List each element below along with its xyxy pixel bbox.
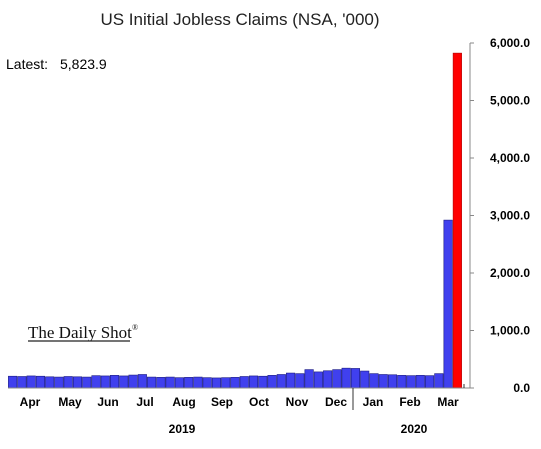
watermark-mark: ®: [132, 323, 138, 332]
month-label: Feb: [399, 395, 420, 409]
bar-3: [35, 375, 45, 389]
y-tick-label: 0.0: [513, 381, 530, 395]
bar-26: [248, 375, 259, 389]
latest-label: Latest:: [6, 56, 48, 72]
watermark: The Daily Shot: [28, 323, 132, 342]
bar-34: [323, 370, 333, 389]
month-label: Sep: [211, 395, 233, 409]
bar-41: [387, 374, 398, 389]
latest-value: 5,823.9: [60, 56, 107, 72]
bar-4: [45, 376, 55, 389]
bar-23: [221, 377, 231, 389]
bar-6: [63, 376, 73, 389]
bar-27: [258, 375, 268, 389]
bars: [8, 52, 462, 389]
bar-14: [137, 374, 147, 389]
bar-16: [156, 377, 166, 389]
bar-45: [425, 375, 435, 389]
bar-18: [174, 377, 184, 389]
bar-22: [211, 377, 222, 389]
y-tick-label: 1,000.0: [490, 324, 530, 338]
bar-25: [239, 376, 249, 389]
bar-20: [193, 376, 203, 389]
y-tick-label: 6,000.0: [490, 36, 530, 50]
bar-36: [341, 367, 351, 389]
bar-11: [109, 375, 120, 389]
bar-28: [267, 375, 277, 389]
bar-13: [128, 374, 138, 389]
y-tick-label: 2,000.0: [490, 266, 530, 280]
month-label: Mar: [437, 395, 459, 409]
month-label: Oct: [249, 395, 269, 409]
bar-10: [100, 375, 110, 389]
bar-15: [147, 376, 157, 389]
bar-37: [350, 368, 361, 389]
bar-33: [313, 371, 323, 389]
year-labels: 2019 2020: [169, 422, 428, 436]
bar-7: [72, 376, 83, 389]
bar-19: [184, 377, 194, 389]
bar-29: [276, 374, 286, 389]
bar-2: [26, 375, 36, 389]
bar-0: [8, 375, 18, 389]
bar-42: [397, 375, 407, 389]
month-label: Dec: [325, 395, 347, 409]
bar-24: [230, 377, 240, 389]
bar-38: [360, 370, 370, 389]
y-tick-label: 5,000.0: [490, 94, 530, 108]
month-label: Jul: [136, 395, 153, 409]
month-labels: Apr May Jun Jul Aug Sep Oct Nov Dec Jan Feb Mar: [20, 395, 459, 409]
bar-44: [415, 375, 425, 389]
y-ticks: 0.0 1,000.0 2,000.0 3,000.0 4,000.0 5,000.0 6,…: [470, 36, 530, 395]
month-label: May: [58, 395, 82, 409]
bar-31: [295, 373, 305, 389]
bar-8: [82, 376, 92, 389]
bar-17: [165, 376, 175, 389]
bar-35: [332, 369, 342, 389]
bar-47: [443, 219, 453, 389]
year-label: 2019: [169, 422, 196, 436]
bar-39: [369, 373, 379, 389]
bar-21: [202, 377, 212, 389]
bar-1: [17, 376, 27, 389]
bar-30: [286, 372, 296, 389]
y-tick-label: 3,000.0: [490, 209, 530, 223]
bar-40: [378, 374, 388, 389]
month-label: Apr: [20, 395, 41, 409]
month-label: Jan: [363, 395, 384, 409]
chart-title: US Initial Jobless Claims (NSA, '000): [100, 10, 379, 29]
bar-12: [119, 375, 129, 389]
month-label: Aug: [172, 395, 195, 409]
bar-32: [304, 369, 314, 389]
bar-43: [406, 375, 416, 389]
y-tick-label: 4,000.0: [490, 151, 530, 165]
bar-9: [91, 375, 101, 389]
year-label: 2020: [401, 422, 428, 436]
month-label: Jun: [97, 395, 118, 409]
bar-5: [54, 376, 64, 389]
bar-48: [452, 52, 462, 389]
bar-46: [434, 373, 444, 389]
month-label: Nov: [286, 395, 309, 409]
